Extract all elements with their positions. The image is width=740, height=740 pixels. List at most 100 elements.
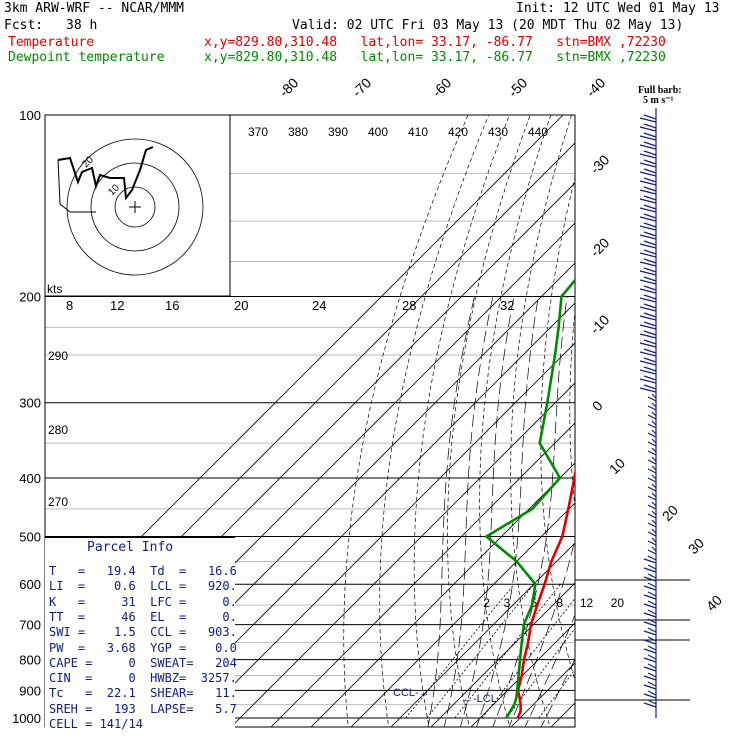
- isotherm: [190, 342, 575, 727]
- lower-extension: [574, 537, 690, 727]
- wind-barb: [647, 447, 657, 456]
- wind-barb: [643, 636, 657, 645]
- wind-barb: [647, 474, 657, 483]
- parcel-info-row: CAPE = 0 SWEAT= 204: [49, 655, 237, 670]
- plot-border: [44, 114, 576, 728]
- isotherm: [310, 462, 575, 727]
- wind-barb: [643, 690, 657, 699]
- init-time: Init: 12 UTC Wed 01 May 13: [516, 1, 720, 16]
- hodograph-ring: [66, 138, 204, 276]
- wind-barb: [647, 465, 657, 474]
- wind-barb: [639, 195, 657, 204]
- isotherm-label: 40: [703, 592, 725, 614]
- wind-barb: [643, 609, 657, 618]
- wind-barb: [643, 627, 657, 636]
- parcel-info-row: SREH = 193 LAPSE= 5.7: [49, 701, 237, 716]
- temperature-location-info: x,y=829.80,310.48 lat,lon= 33.17, -86.77…: [204, 35, 666, 50]
- parcel-info-row: CIN = 0 HWBZ= 3257.: [49, 671, 237, 686]
- wind-barb: [643, 618, 657, 627]
- pressure-tick-label: 800: [19, 653, 41, 668]
- forecast-label: Fcst:: [4, 18, 44, 33]
- isotherm: [270, 422, 575, 727]
- wind-barb: [639, 312, 657, 321]
- isotherm-label: 30: [685, 535, 707, 557]
- theta-label: 400: [368, 125, 388, 139]
- hodograph-trace: [57, 159, 96, 213]
- isotherm: [430, 582, 575, 727]
- parcel-info-row: LI = 0.6 LCL = 920.: [49, 579, 237, 594]
- wind-barb: [647, 429, 657, 438]
- wind-barb: [639, 123, 657, 132]
- moist-adiabat: [427, 296, 475, 727]
- hodograph-speed-label: 16: [165, 298, 179, 313]
- wind-barb: [639, 168, 657, 177]
- wind-barb: [647, 546, 657, 555]
- wind-barb: [639, 294, 657, 303]
- parcel-info-row: PW = 3.68 YGP = 0.0: [49, 640, 237, 655]
- dewpoint-location-info: x,y=829.80,310.48 lat,lon= 33.17, -86.77…: [204, 50, 666, 65]
- isotherm-label: 20: [659, 502, 681, 524]
- wind-barb: [647, 456, 657, 465]
- mixing-ratio-line: [405, 583, 515, 719]
- wind-barb: [647, 402, 657, 411]
- pressure-tick-label: 600: [19, 577, 41, 592]
- wind-barb: [639, 204, 657, 213]
- wind-barb: [647, 393, 657, 402]
- wind-barb: [643, 591, 657, 600]
- temperature-legend-label: Temperature: [8, 35, 95, 50]
- wind-barb: [647, 537, 657, 546]
- wind-barb: [639, 258, 657, 267]
- moist-adiabat: [540, 658, 575, 727]
- hodograph-speed-label: 32: [500, 298, 514, 313]
- wind-barb: [643, 699, 657, 708]
- wind-barb: [643, 600, 657, 609]
- wind-barb: [639, 159, 657, 168]
- isotherm: [470, 622, 575, 727]
- wind-barb: [647, 510, 657, 519]
- pressure-tick-label: 400: [19, 471, 41, 486]
- wind-barb: [639, 339, 657, 348]
- wind-barb: [639, 177, 657, 186]
- wind-barb: [639, 114, 657, 123]
- moist-adiabat: [508, 537, 575, 727]
- mixing-ratio-label: 8: [556, 596, 563, 610]
- pressure-tick-label: 700: [19, 618, 41, 633]
- hodograph-box: [44, 114, 231, 297]
- wind-barb: [647, 519, 657, 528]
- theta-label: 390: [328, 125, 348, 139]
- dry-adiabat-label: 280: [48, 423, 68, 437]
- wind-barb: [643, 555, 657, 564]
- lcl-marker: ←-LCL-: [462, 693, 501, 705]
- isotherm-label: -10: [587, 311, 613, 337]
- wind-barb: [639, 231, 657, 240]
- wind-barb: [639, 276, 657, 285]
- ccl-marker: CCL-→: [393, 687, 430, 699]
- isotherm-label: -20: [587, 234, 613, 260]
- wind-barb: [639, 375, 657, 384]
- dry-adiabat: [652, 115, 740, 731]
- hodograph-ring: [114, 186, 156, 228]
- wind-barb-column: Full barb: 5 m s⁻¹: [638, 85, 682, 718]
- pressure-tick-label: 300: [19, 396, 41, 411]
- moist-adiabat: [443, 296, 494, 727]
- wind-barb: [639, 357, 657, 366]
- moist-adiabat: [476, 296, 539, 727]
- dry-adiabat: [413, 115, 510, 727]
- wind-barb: [647, 420, 657, 429]
- isotherm-label: -50: [505, 74, 531, 100]
- isotherm: [667, 115, 740, 731]
- model-title: 3km ARW-WRF -- NCAR/MMM: [4, 1, 185, 16]
- parcel-info-title: Parcel Info: [87, 540, 174, 555]
- theta-label: 440: [528, 125, 548, 139]
- dry-adiabat: [379, 115, 490, 727]
- wind-barb: [647, 483, 657, 492]
- wind-barb: [639, 186, 657, 195]
- hodograph-trace: [57, 146, 154, 201]
- wind-barb: [643, 681, 657, 690]
- dry-adiabat: [703, 115, 740, 731]
- parcel-info-row: SWI = 1.5 CCL = 903.: [49, 625, 237, 640]
- theta-label: 370: [248, 125, 268, 139]
- wind-barb: [647, 528, 657, 537]
- isotherm-label: 10: [606, 455, 628, 477]
